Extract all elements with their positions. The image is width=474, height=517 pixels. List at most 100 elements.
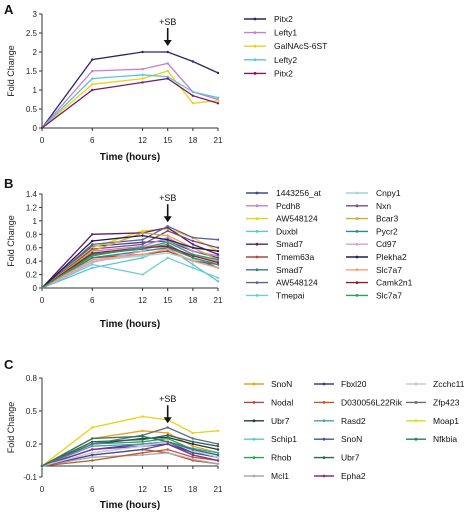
legend-marker: [255, 268, 259, 272]
x-tick-label: 6: [90, 485, 95, 494]
data-point: [191, 440, 195, 443]
x-tick-label: 0: [40, 296, 45, 305]
data-point: [91, 77, 94, 80]
legend-marker: [255, 217, 259, 221]
data-point: [216, 96, 220, 99]
legend-marker: [322, 382, 326, 386]
data-point: [141, 246, 144, 249]
series-line-9: [41, 443, 219, 467]
legend-marker: [414, 382, 418, 386]
data-point: [91, 263, 94, 266]
legend-marker: [355, 217, 359, 221]
series-line-9: [41, 252, 219, 289]
data-point: [141, 451, 144, 454]
legend-marker: [255, 281, 259, 284]
y-tick-label: -0.1: [23, 473, 37, 482]
legend-label: Rasd2: [341, 416, 366, 426]
legend-label: Pitx2: [274, 14, 293, 24]
data-point: [141, 442, 144, 446]
legend-label: Ubr7: [271, 416, 290, 426]
data-point: [166, 448, 169, 451]
data-point: [40, 126, 44, 130]
y-tick-label: 3: [33, 10, 38, 19]
panel-label: B: [4, 176, 13, 191]
sb-arrow-head: [163, 216, 172, 223]
data-point: [191, 243, 195, 246]
y-tick-label: 0.5: [26, 407, 38, 416]
data-point: [216, 263, 220, 266]
legend-label: Cnpy1: [376, 188, 401, 198]
legend-label: Pycr2: [376, 226, 398, 236]
series-line-8: [41, 441, 219, 467]
data-point: [191, 256, 195, 259]
legend-label: Moap1: [433, 416, 459, 426]
legend-marker: [355, 294, 359, 297]
legend-label: D030056L22Rik: [341, 397, 403, 407]
legend-label: Ubr7: [341, 453, 360, 463]
legend-marker: [255, 294, 259, 297]
data-point: [216, 453, 220, 457]
legend-marker: [252, 401, 256, 404]
legend-marker: [355, 255, 359, 259]
y-tick-label: 0: [33, 124, 38, 133]
sb-annotation: +SB: [159, 193, 176, 203]
legend: Pitx2 Lefty1 GalNAcS-6ST Lefty2 Pitx2: [244, 14, 327, 78]
legend-label: Zcchc11: [433, 379, 465, 389]
data-point: [191, 453, 195, 457]
data-point: [141, 243, 144, 246]
y-tick-label: 1: [33, 217, 38, 226]
data-point: [166, 426, 169, 429]
data-point: [91, 251, 94, 255]
data-point: [91, 239, 94, 243]
series-line-17: [41, 241, 219, 289]
data-point: [141, 77, 144, 80]
data-point: [166, 50, 169, 54]
data-point: [91, 83, 94, 86]
data-point: [141, 435, 144, 438]
legend-label: Cd97: [376, 239, 397, 249]
legend-marker: [414, 419, 418, 423]
data-point: [191, 458, 195, 461]
legend-label: Smad7: [276, 265, 303, 275]
data-point: [191, 451, 195, 454]
legend-label: Lefty2: [274, 55, 297, 65]
data-point: [91, 69, 94, 73]
legend-marker: [355, 230, 359, 233]
series-line-3: [41, 74, 219, 129]
data-point: [166, 236, 169, 239]
legend-label: Epha2: [341, 471, 366, 481]
panel-label: A: [4, 2, 14, 17]
data-point: [191, 445, 195, 448]
y-tick-label: 0.6: [26, 244, 38, 253]
data-point: [166, 62, 169, 65]
x-tick-label: 21: [214, 296, 223, 305]
data-point: [216, 462, 220, 465]
legend-marker: [255, 255, 259, 259]
data-point: [141, 241, 144, 244]
legend-marker: [322, 437, 326, 441]
data-point: [141, 253, 144, 256]
series-line-2: [41, 70, 219, 129]
legend-label: Schip1: [271, 434, 297, 444]
series-line-7: [41, 225, 219, 289]
data-point: [216, 456, 220, 459]
legend-label: Fbxl20: [341, 379, 367, 389]
data-point: [141, 448, 144, 451]
y-axis-title: Fold Change: [6, 215, 16, 267]
legend-label: AW548124: [276, 278, 318, 288]
data-point: [191, 102, 195, 105]
data-point: [216, 459, 220, 462]
data-point: [191, 456, 195, 459]
data-point: [216, 445, 220, 448]
x-tick-label: 0: [40, 136, 45, 145]
data-point: [40, 286, 44, 290]
data-point: [191, 249, 195, 253]
legend-marker: [255, 191, 259, 195]
x-tick-label: 15: [163, 136, 172, 145]
x-tick-label: 18: [188, 136, 197, 145]
series-line-15: [41, 248, 219, 289]
data-point: [166, 442, 169, 446]
data-point: [141, 429, 144, 432]
x-tick-label: 18: [188, 485, 197, 494]
x-tick-label: 15: [163, 485, 172, 494]
